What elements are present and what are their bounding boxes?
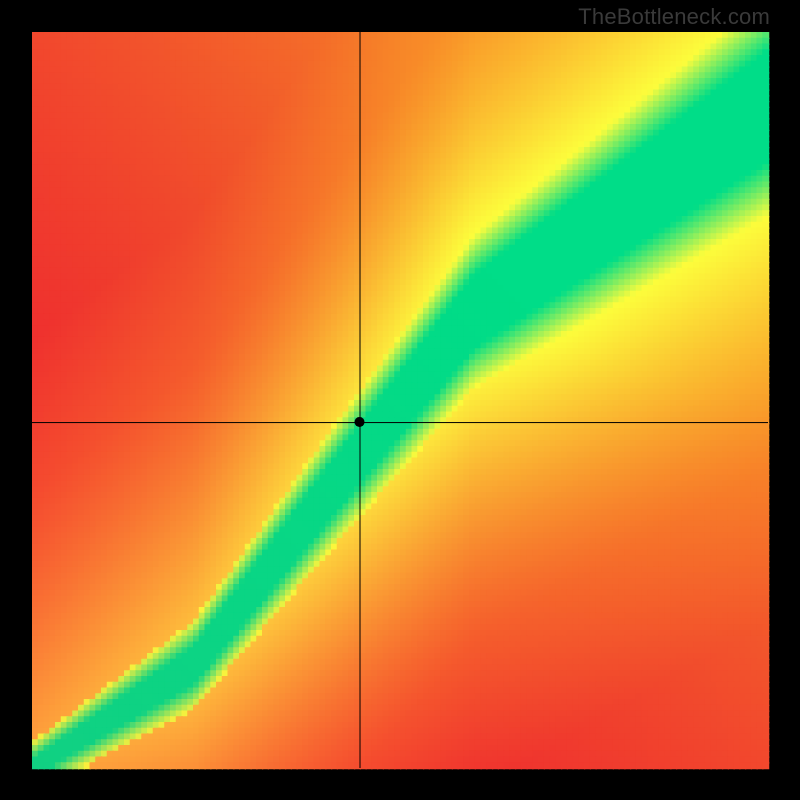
- chart-container: TheBottleneck.com: [0, 0, 800, 800]
- watermark-text: TheBottleneck.com: [578, 4, 770, 30]
- bottleneck-heatmap: [0, 0, 800, 800]
